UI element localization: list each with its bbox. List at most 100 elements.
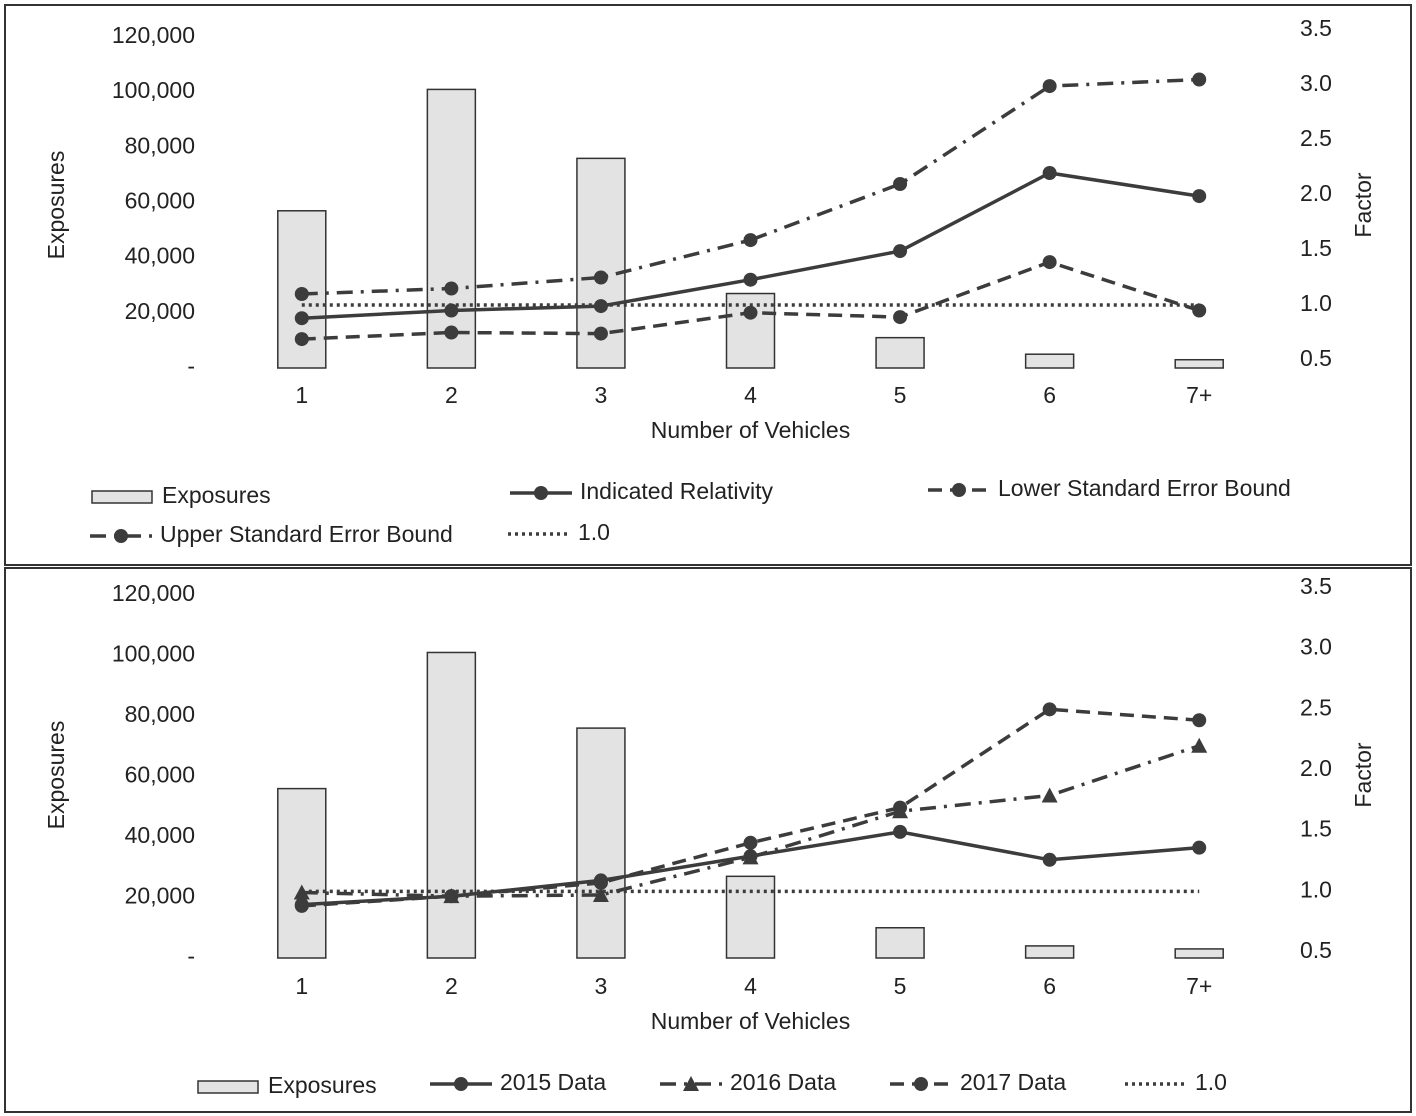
- y2-axis-title: Factor: [1350, 742, 1376, 808]
- point: [294, 287, 309, 301]
- legend-marker: [454, 1077, 468, 1091]
- point: [893, 824, 908, 839]
- point: [1192, 713, 1207, 728]
- bar: [875, 927, 925, 959]
- point: [593, 299, 608, 314]
- y-axis-title: Exposures: [43, 151, 69, 260]
- y-tick-label: 40,000: [125, 822, 195, 848]
- bar: [875, 336, 925, 369]
- y-tick-label: 60,000: [125, 188, 195, 214]
- bar: [725, 875, 776, 959]
- point: [743, 305, 758, 320]
- legend-marker: [683, 1076, 699, 1091]
- chart-frame: [4, 567, 1412, 1113]
- point: [743, 835, 758, 850]
- legend-label: Upper Standard Error Bound: [160, 521, 453, 547]
- point: [1192, 189, 1207, 204]
- point: [893, 177, 908, 191]
- bar: [1024, 945, 1075, 959]
- point: [1192, 840, 1207, 855]
- bar: [576, 727, 626, 959]
- point: [1042, 166, 1057, 180]
- x-tick-label: 7+: [1186, 973, 1212, 999]
- point: [1192, 72, 1207, 87]
- y-tick-label: 120,000: [112, 22, 195, 48]
- y2-axis-title: Factor: [1350, 172, 1376, 238]
- y2-tick-label: 3.0: [1300, 70, 1332, 96]
- point: [1192, 303, 1207, 318]
- point: [593, 875, 608, 890]
- legend-label: Exposures: [162, 482, 271, 508]
- x-tick-label: 5: [894, 382, 907, 408]
- point: [1041, 787, 1058, 803]
- y2-tick-label: 3.5: [1300, 15, 1332, 41]
- y-tick-label: 40,000: [125, 243, 195, 269]
- x-tick-label: 5: [894, 973, 907, 999]
- x-tick-label: 6: [1043, 973, 1056, 999]
- point: [1042, 79, 1057, 94]
- legend-label: 1.0: [1195, 1069, 1227, 1095]
- y2-tick-label: 2.5: [1300, 125, 1332, 151]
- legend-label: 2017 Data: [960, 1069, 1066, 1095]
- y2-tick-label: 0.5: [1300, 345, 1332, 371]
- legend-label: Indicated Relativity: [580, 478, 774, 504]
- y2-tick-label: 1.5: [1300, 235, 1332, 261]
- legend-marker: [534, 486, 548, 500]
- y-tick-label: 100,000: [112, 641, 195, 667]
- legend-label: Exposures: [268, 1072, 377, 1098]
- x-tick-label: 2: [445, 382, 458, 408]
- y-tick-label: -: [187, 943, 195, 969]
- point: [444, 281, 459, 296]
- bar: [277, 787, 327, 959]
- bar: [426, 88, 477, 369]
- legend-swatch: [197, 1080, 259, 1094]
- x-tick-label: 4: [744, 382, 757, 408]
- y2-tick-label: 1.5: [1300, 816, 1332, 842]
- point: [743, 272, 758, 287]
- point: [1042, 852, 1057, 867]
- x-tick-label: 3: [595, 973, 608, 999]
- point: [294, 311, 309, 326]
- legend-swatch: [91, 490, 153, 504]
- bar: [426, 651, 477, 959]
- legend-marker: [914, 1077, 928, 1091]
- x-axis-title: Number of Vehicles: [651, 417, 850, 443]
- legend-label: 2016 Data: [730, 1069, 836, 1095]
- chart-frame: [4, 4, 1412, 566]
- y2-tick-label: 0.5: [1300, 937, 1332, 963]
- bar: [1174, 358, 1224, 369]
- y-tick-label: 60,000: [125, 762, 195, 788]
- point: [593, 326, 608, 341]
- point: [893, 800, 908, 815]
- point: [1042, 255, 1057, 270]
- legend-label: 1.0: [578, 519, 610, 545]
- point: [444, 303, 459, 318]
- point: [893, 244, 908, 259]
- x-tick-label: 1: [295, 382, 308, 408]
- y2-tick-label: 2.0: [1300, 755, 1332, 781]
- bar: [1024, 353, 1075, 369]
- legend-label: Lower Standard Error Bound: [998, 475, 1291, 501]
- point: [893, 310, 908, 325]
- point: [592, 886, 609, 902]
- x-tick-label: 7+: [1186, 382, 1212, 408]
- y-tick-label: 120,000: [112, 580, 195, 606]
- point: [294, 332, 309, 347]
- x-tick-label: 4: [744, 973, 757, 999]
- x-tick-label: 2: [445, 973, 458, 999]
- y-tick-label: -: [187, 353, 195, 379]
- y-tick-label: 80,000: [125, 132, 195, 158]
- bar: [1174, 948, 1224, 959]
- point: [294, 898, 309, 913]
- y-axis-title: Exposures: [43, 721, 69, 830]
- y2-tick-label: 1.0: [1300, 290, 1332, 316]
- legend-marker: [114, 529, 128, 543]
- legend-marker: [952, 483, 966, 497]
- point: [444, 889, 459, 904]
- point: [742, 849, 759, 865]
- x-tick-label: 6: [1043, 382, 1056, 408]
- point: [444, 325, 459, 340]
- y2-tick-label: 2.0: [1300, 180, 1332, 206]
- point: [743, 233, 758, 248]
